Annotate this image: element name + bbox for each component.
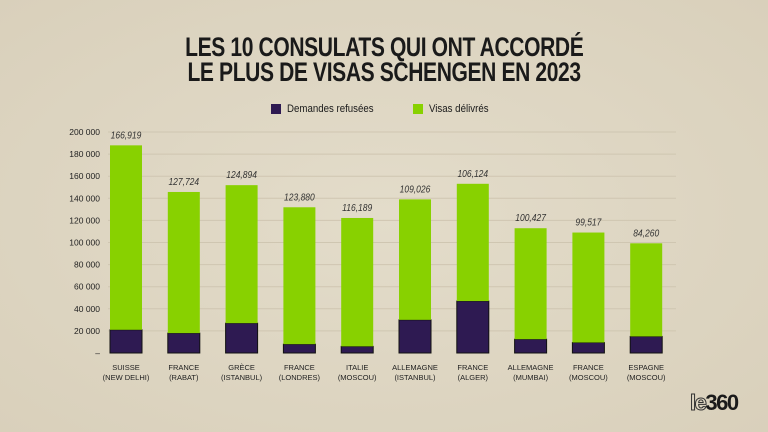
x-tick-label: FRANCE bbox=[457, 363, 488, 372]
bar-delivered bbox=[167, 191, 200, 334]
x-tick-label: ITALIE bbox=[346, 363, 368, 372]
data-label: 166,919 bbox=[111, 130, 142, 141]
x-tick-sublabel: (RABAT) bbox=[169, 373, 199, 382]
bar-delivered bbox=[341, 217, 374, 347]
data-label: 124,894 bbox=[226, 170, 257, 181]
bar-delivered bbox=[399, 199, 431, 320]
x-tick-sublabel: (NEW DELHI) bbox=[103, 373, 150, 382]
bar-delivered bbox=[456, 183, 489, 302]
bar-refused bbox=[571, 342, 605, 354]
y-tick-label: 40 000 bbox=[74, 304, 100, 314]
bar-refused bbox=[109, 329, 143, 354]
y-tick-label: – bbox=[95, 348, 100, 358]
bar-refused bbox=[514, 338, 548, 354]
legend-swatch-refused bbox=[270, 104, 281, 114]
bar-delivered bbox=[572, 232, 605, 343]
data-label: 127,724 bbox=[168, 176, 199, 187]
chart-title-line-2: LE PLUS DE VISAS SCHENGEN EN 2023 bbox=[0, 57, 768, 87]
bar-delivered bbox=[283, 207, 316, 345]
data-label: 109,026 bbox=[400, 184, 431, 195]
y-tick-label: 100 000 bbox=[69, 238, 100, 248]
title-text: LES 10 CONSULATS QUI ONT ACCORDÉ bbox=[184, 32, 584, 62]
title-text: LE PLUS DE VISAS SCHENGEN EN 2023 bbox=[187, 57, 581, 87]
x-tick-sublabel: (MOSCOU) bbox=[569, 373, 608, 382]
x-tick-label: FRANCE bbox=[168, 363, 199, 372]
bar-refused bbox=[340, 345, 374, 354]
bar-delivered bbox=[514, 228, 547, 340]
chart-title-line-1: LES 10 CONSULATS QUI ONT ACCORDÉ bbox=[0, 32, 768, 62]
bar-refused bbox=[629, 335, 663, 354]
x-tick-sublabel: (ISTANBUL) bbox=[394, 373, 436, 382]
x-tick-label: ESPAGNE bbox=[628, 363, 664, 372]
bar-refused bbox=[282, 343, 316, 354]
x-tick-sublabel: (MOSCOU) bbox=[627, 373, 666, 382]
legend-item-delivered: Visas délivrés bbox=[413, 103, 497, 115]
y-tick-label: 140 000 bbox=[69, 193, 100, 203]
bar-refused bbox=[456, 300, 490, 354]
x-tick-sublabel: (LONDRES) bbox=[279, 373, 321, 382]
data-label: 84,260 bbox=[633, 228, 660, 239]
x-tick-label: SUISSE bbox=[112, 363, 140, 372]
legend-swatch-delivered bbox=[413, 104, 424, 114]
data-label: 100,427 bbox=[515, 213, 546, 224]
bar-refused bbox=[398, 319, 432, 354]
x-tick-sublabel: (ALGER) bbox=[458, 373, 489, 382]
y-tick-label: 60 000 bbox=[74, 282, 100, 292]
y-tick-label: 160 000 bbox=[69, 171, 100, 181]
bar-refused bbox=[225, 322, 259, 354]
x-tick-label: ALLEMAGNE bbox=[392, 363, 438, 372]
legend-item-refused: Demandes refusées bbox=[270, 103, 385, 115]
y-tick-label: 120 000 bbox=[69, 215, 100, 225]
data-label: 123,880 bbox=[284, 192, 315, 203]
bar-delivered bbox=[225, 185, 258, 324]
data-label: 106,124 bbox=[457, 168, 488, 179]
le360-logo: le360 bbox=[689, 390, 739, 416]
y-tick-label: 80 000 bbox=[74, 260, 100, 270]
bar-delivered bbox=[630, 243, 663, 337]
x-tick-sublabel: (ISTANBUL) bbox=[221, 373, 263, 382]
legend: Demandes refusées Visas délivrés bbox=[0, 103, 768, 115]
legend-label: Demandes refusées bbox=[286, 103, 374, 115]
bar-refused bbox=[167, 332, 201, 354]
y-tick-label: 20 000 bbox=[74, 326, 100, 336]
y-tick-label: 180 000 bbox=[69, 149, 100, 159]
legend-label: Visas délivrés bbox=[429, 103, 489, 115]
data-label: 99,517 bbox=[575, 217, 602, 228]
x-tick-label: FRANCE bbox=[284, 363, 315, 372]
y-tick-label: 200 000 bbox=[69, 127, 100, 137]
x-tick-label: ALLEMAGNE bbox=[508, 363, 554, 372]
data-label: 116,189 bbox=[342, 202, 372, 213]
bar-delivered bbox=[110, 145, 142, 330]
x-tick-sublabel: (MUMBAI) bbox=[513, 373, 548, 382]
x-tick-label: GRÈCE bbox=[228, 363, 255, 372]
x-tick-sublabel: (MOSCOU) bbox=[338, 373, 377, 382]
x-tick-label: FRANCE bbox=[573, 363, 604, 372]
